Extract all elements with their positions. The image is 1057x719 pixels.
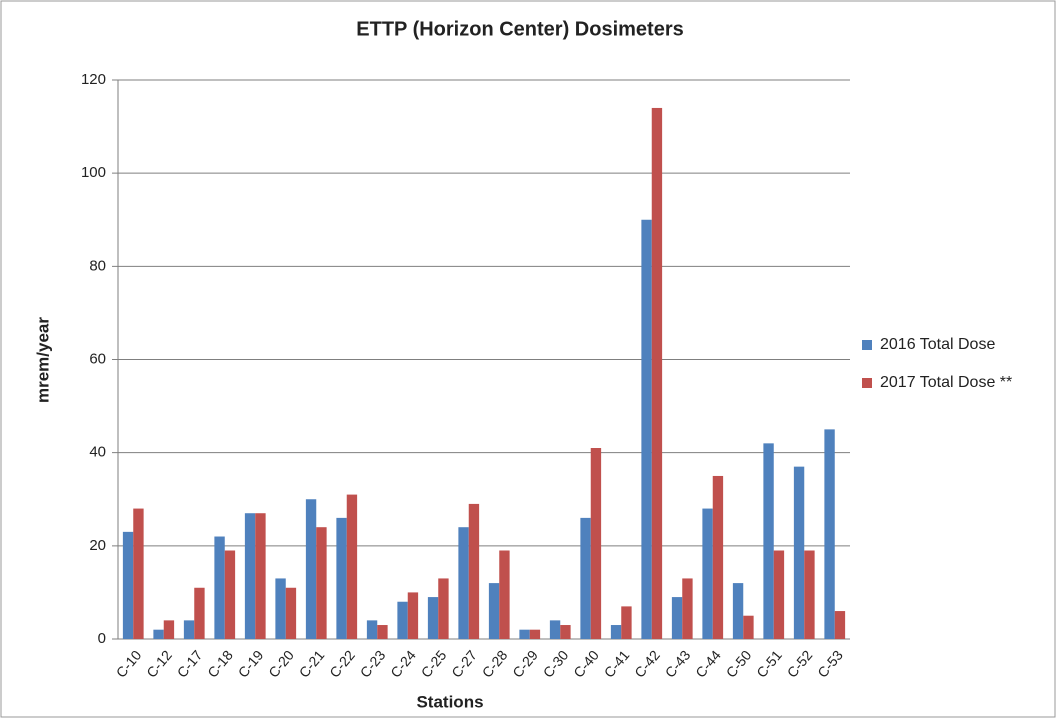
bar — [590, 448, 602, 639]
bar — [316, 527, 327, 639]
chart-title: ETTP (Horizon Center) Dosimeters — [356, 18, 683, 40]
bar — [732, 583, 744, 639]
bar — [458, 527, 469, 639]
bar — [285, 587, 297, 639]
bar — [610, 625, 622, 639]
y-tick-label: 40 — [89, 444, 106, 461]
y-tick-label: 0 — [98, 630, 106, 647]
x-axis-title: Stations — [416, 692, 483, 711]
bar — [712, 475, 724, 639]
bar — [336, 517, 347, 639]
bar — [183, 620, 195, 639]
bar — [366, 620, 378, 639]
y-tick-label: 80 — [89, 257, 106, 274]
bar — [793, 466, 805, 639]
bar — [214, 536, 225, 639]
bar — [651, 107, 663, 639]
bar — [580, 517, 591, 639]
bar — [804, 550, 815, 639]
bar — [499, 550, 510, 639]
bar — [621, 606, 632, 639]
bar — [519, 629, 530, 639]
bar — [377, 625, 388, 639]
bar — [488, 583, 500, 639]
bar — [122, 531, 134, 639]
legend-swatch — [862, 378, 872, 388]
bar — [244, 513, 256, 639]
bar — [153, 629, 164, 639]
bar — [346, 494, 358, 639]
bar — [427, 597, 439, 639]
bar — [763, 443, 774, 639]
bar — [468, 503, 480, 639]
bar — [133, 508, 144, 639]
bar — [773, 550, 785, 639]
bar — [743, 615, 754, 639]
bar — [407, 592, 419, 639]
bar — [529, 629, 541, 639]
bar — [824, 429, 835, 639]
bar — [702, 508, 713, 639]
legend-label: 2016 Total Dose — [880, 336, 995, 353]
y-tick-label: 60 — [89, 350, 106, 367]
y-tick-label: 20 — [89, 537, 106, 554]
y-axis-title: mrem/year — [33, 317, 52, 403]
y-tick-label: 120 — [81, 71, 106, 88]
bar — [560, 625, 571, 639]
legend-swatch — [862, 340, 872, 350]
legend-label: 2017 Total Dose ** — [880, 374, 1012, 391]
y-tick-label: 100 — [81, 164, 106, 181]
bar — [275, 578, 286, 639]
bar — [682, 578, 693, 639]
bar — [163, 620, 175, 639]
bar — [671, 597, 683, 639]
bar — [255, 513, 266, 639]
bar — [641, 219, 652, 639]
bar — [305, 499, 317, 639]
bar — [549, 620, 561, 639]
bar — [438, 578, 449, 639]
bar — [224, 550, 236, 639]
bar — [834, 611, 846, 639]
bar — [194, 587, 205, 639]
bar — [397, 601, 408, 639]
